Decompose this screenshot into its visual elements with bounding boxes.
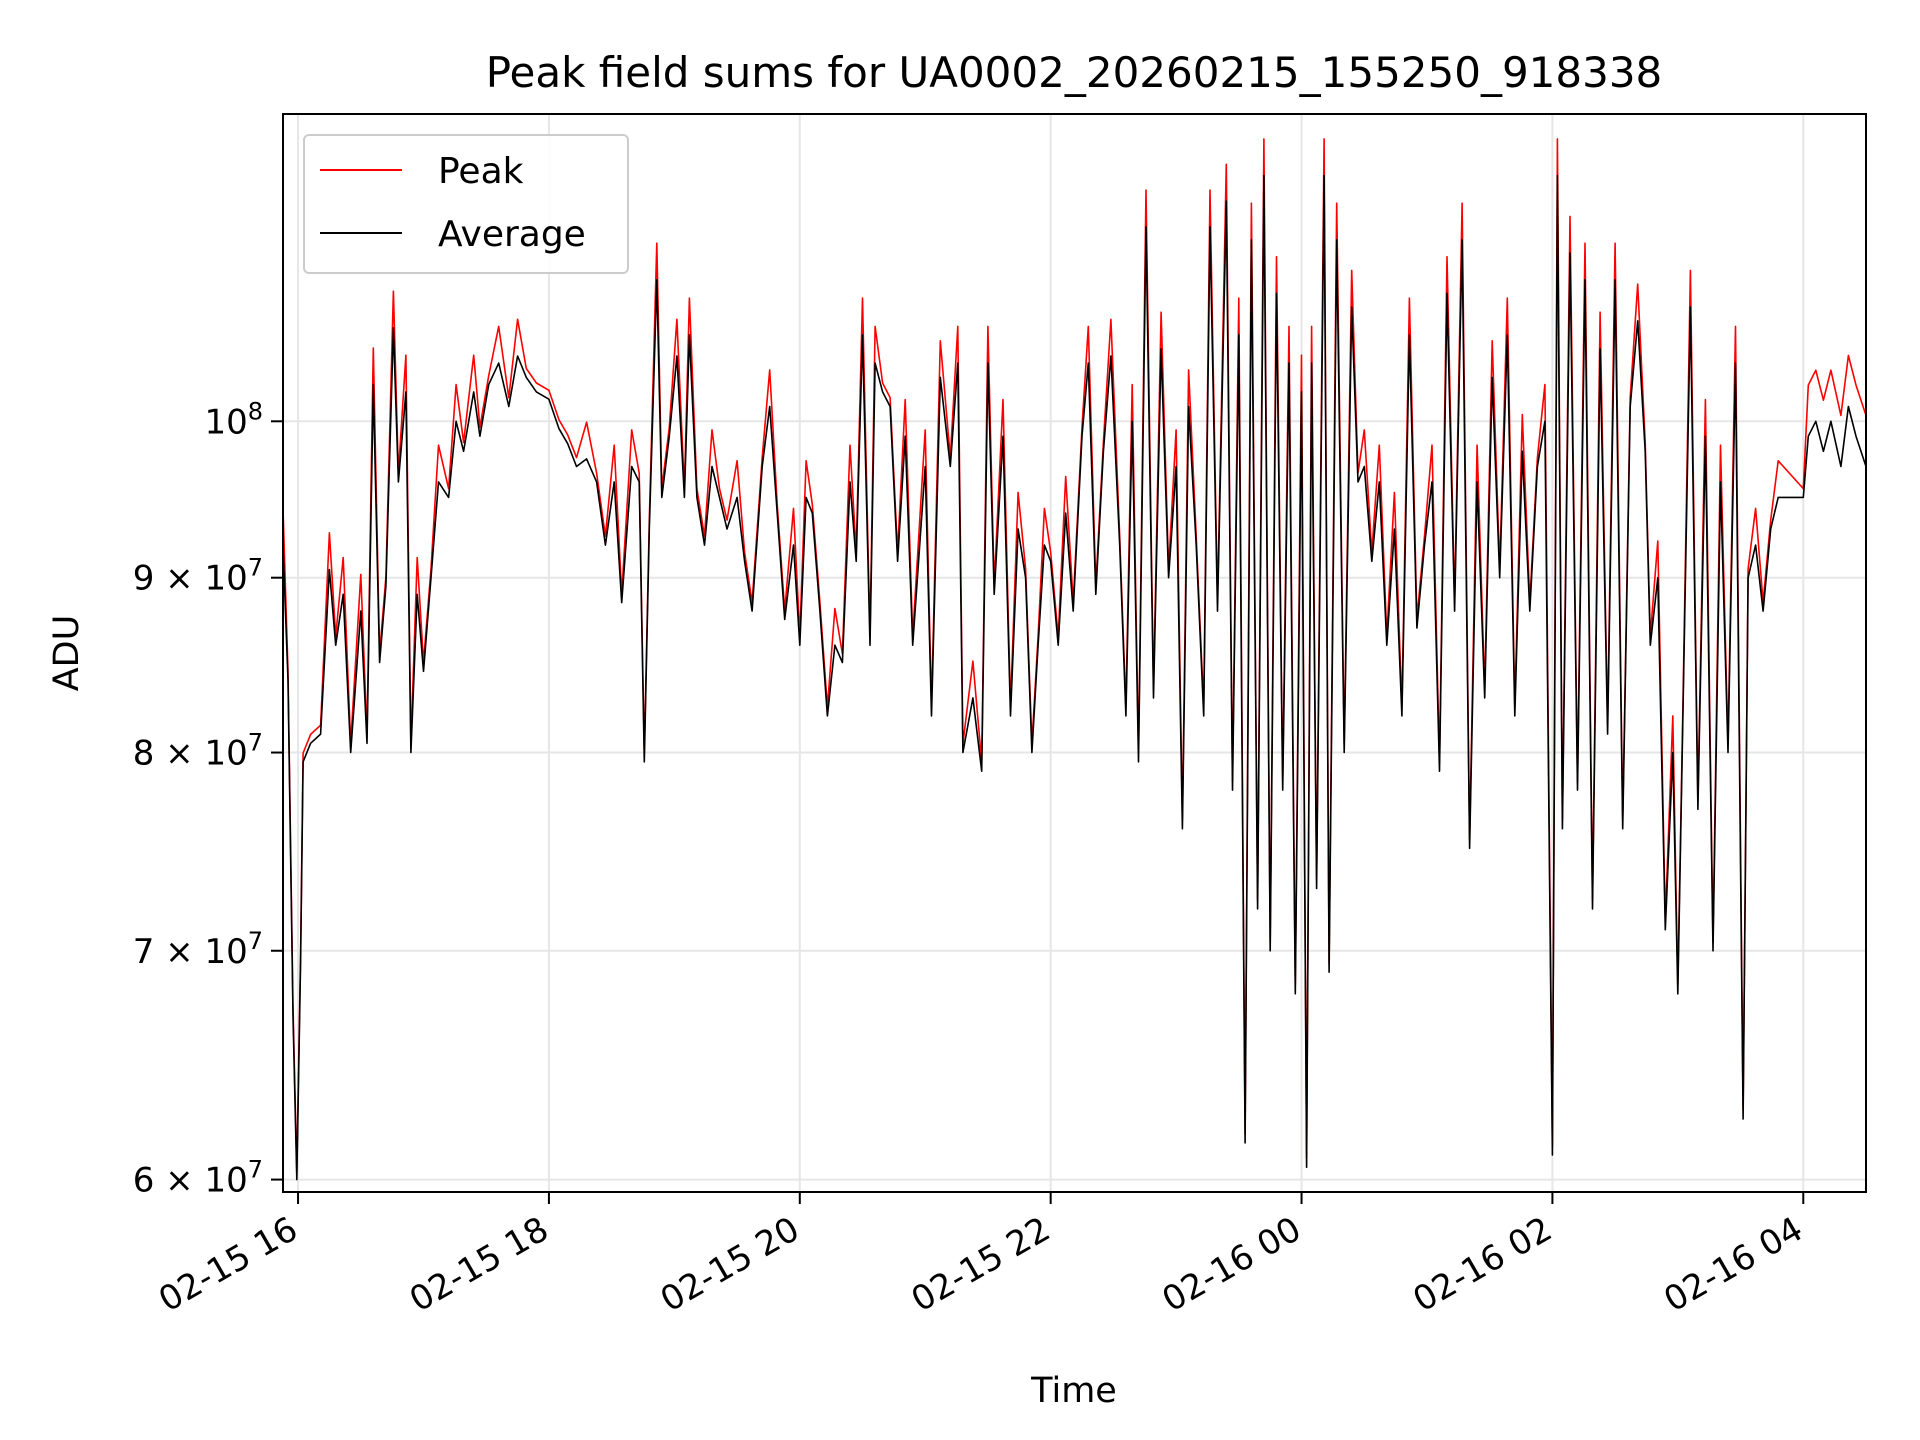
series-layer (283, 138, 1866, 1181)
y-tick-label: 108 (204, 397, 263, 442)
plot-frame (282, 113, 1867, 1193)
y-tick-label: 9 × 107 (133, 554, 263, 599)
legend: Peak Average (303, 134, 629, 274)
legend-label-peak: Peak (438, 151, 524, 192)
legend-label-average: Average (438, 214, 586, 255)
y-tick-label: 7 × 107 (133, 927, 263, 972)
chart-title: Peak field sums for UA0002_20260215_1552… (486, 48, 1663, 97)
x-axis-label: Time (1030, 1371, 1117, 1411)
series-line-average (283, 174, 1866, 1181)
y-axis-label: ADU (47, 615, 87, 692)
y-tick-label: 6 × 107 (133, 1156, 263, 1201)
y-tick-label: 8 × 107 (133, 729, 263, 774)
